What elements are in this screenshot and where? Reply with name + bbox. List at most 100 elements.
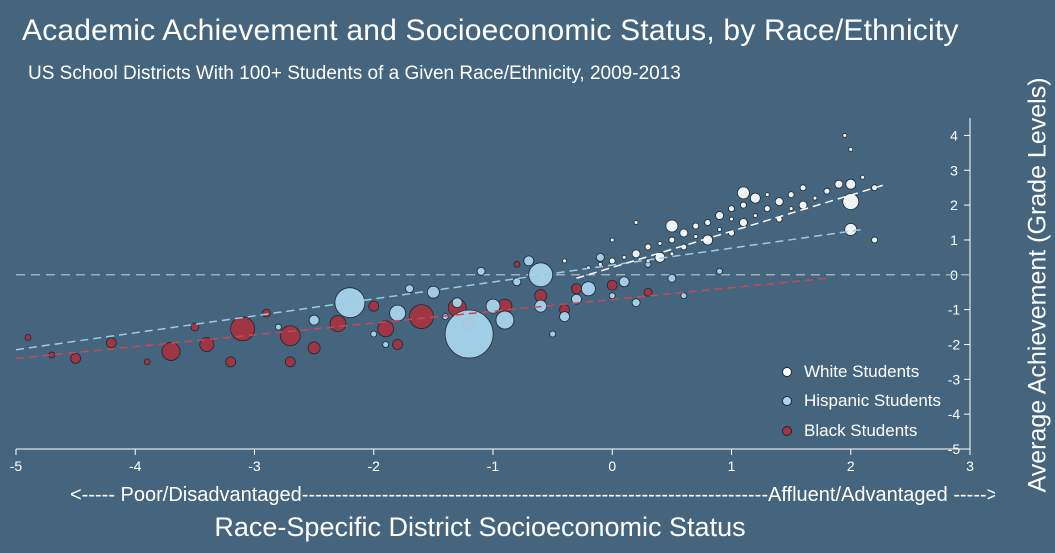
legend-label-black: Black Students [804,420,918,440]
hispanic-point [426,285,440,299]
white-point [749,192,761,204]
hispanic-point [382,341,390,348]
white-point [764,192,770,198]
black-point [329,315,347,332]
black-point [284,356,296,368]
y-tick-label: -4 [948,406,961,422]
white-point [644,243,652,251]
white-point [842,193,860,211]
hispanic-point [274,323,282,331]
white-point [752,213,758,218]
white-point [668,236,676,244]
hispanic-point [389,304,407,322]
white-point [812,195,818,201]
y-tick-label: -1 [948,302,961,318]
y-tick-label: 2 [950,197,958,213]
white-point [740,201,747,209]
x-tick-label: -3 [248,458,261,474]
white-point [621,254,627,260]
x-tick-label: -1 [487,458,500,474]
black-fit-line [15,277,827,360]
white-point [774,197,784,207]
white-point [787,191,795,199]
x-axis-note-right: Affluent/Advantaged -----> [768,484,995,506]
white-point [739,218,748,227]
x-tick-label: -4 [129,458,142,474]
black-point [24,334,32,341]
white-point [737,186,750,200]
x-tick-label: 0 [608,458,616,474]
hispanic-point [631,298,641,308]
legend-item-hispanic: Hispanic Students [782,387,941,417]
black-point [513,260,521,268]
white-point [842,133,848,138]
white-point [845,178,857,190]
hispanic-point [571,293,582,305]
x-axis-label: Race-Specific District Socioeconomic Sta… [214,512,746,542]
legend: White Students Hispanic Students Black S… [782,357,941,446]
hispanic-point [444,309,494,359]
white-point [844,223,858,236]
hispanic-point [680,292,688,300]
white-point [728,205,735,212]
hispanic-point [608,292,616,300]
black-point [409,304,434,330]
chart-title: Academic Achievement and Socioeconomic S… [22,14,959,47]
legend-item-white: White Students [782,357,941,387]
x-axis-note-left: <----- Poor/Disadvantaged [70,484,302,506]
x-tick-label: 3 [966,458,974,474]
white-point [763,205,771,212]
white-point [715,211,724,220]
hispanic-point [559,311,570,323]
hispanic-point [451,297,463,309]
hispanic-point [370,330,378,338]
legend-item-black: Black Students [782,416,941,446]
white-point [848,146,854,152]
white-point [860,174,866,180]
y-tick-label: -5 [948,441,961,457]
y-tick-label: -3 [948,371,961,387]
y-tick-label: -2 [948,336,961,352]
legend-marker-hispanic [782,396,792,407]
white-point [597,261,603,267]
legend-label-white: White Students [804,361,920,381]
white-point [788,206,794,211]
hispanic-point [308,314,320,326]
white-point [823,187,831,195]
black-point [106,337,117,349]
black-point [571,283,582,295]
y-tick-label: 3 [950,162,958,178]
black-point [606,279,618,291]
black-point [225,356,237,368]
white-point [609,237,615,243]
white-point [729,216,734,222]
black-point [230,316,255,342]
hispanic-point [523,255,535,267]
white-point [665,219,679,233]
x-axis-range-note: <----- Poor/Disadvantaged --------------… [70,484,995,507]
hispanic-point [495,310,515,330]
x-tick-label: 1 [728,458,736,474]
x-tick-label: -5 [10,458,23,474]
black-point [377,320,395,338]
hispanic-point [476,266,486,276]
hispanic-point [618,276,630,288]
white-point [679,228,689,238]
white-point [799,184,807,192]
hispanic-point [581,281,596,297]
black-point [279,325,301,347]
white-point [717,227,722,232]
y-tick-label: 4 [950,127,958,143]
y-axis-label: Average Achievement (Grade Levels) [1023,77,1052,493]
legend-marker-black [782,425,792,436]
black-point [190,322,200,332]
hispanic-point [595,252,605,262]
black-point [307,341,321,355]
black-point [262,308,271,318]
white-point [631,249,641,259]
black-point [643,287,653,297]
x-tick-label: -2 [368,458,381,474]
hispanic-point [549,330,557,338]
legend-marker-white [782,366,792,377]
y-tick-label: 1 [950,232,958,248]
